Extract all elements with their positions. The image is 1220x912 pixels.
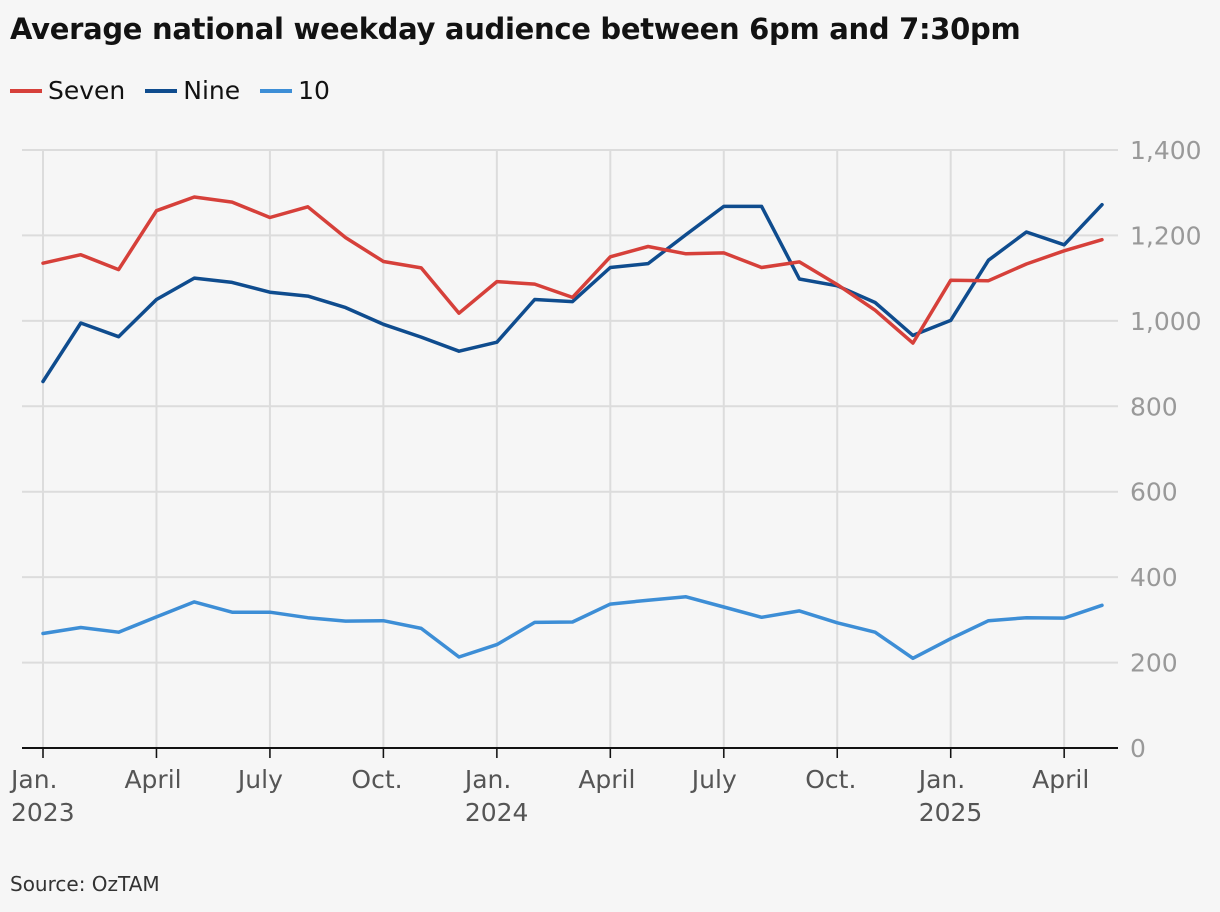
- source-note: Source: OzTAM: [10, 872, 160, 896]
- line-chart: 0 200 400 600 800 1,000 1,200 1,400 Jan. 2023 Apri…: [9, 136, 1202, 827]
- y-tick-label: 1,200: [1130, 221, 1202, 250]
- x-tick-label: Oct.: [351, 765, 402, 794]
- x-tick-label: Oct.: [805, 765, 856, 794]
- legend-swatch-seven: [10, 88, 42, 93]
- x-tick-year-label: 2025: [919, 798, 983, 827]
- legend-label-nine: Nine: [183, 76, 241, 105]
- y-tick-label: 800: [1130, 392, 1178, 421]
- legend-item-10: 10: [260, 76, 330, 105]
- x-tick-label: April: [1032, 765, 1089, 794]
- y-tick-label: 200: [1130, 649, 1178, 678]
- x-tick-label: April: [578, 765, 635, 794]
- x-tick-label: July: [236, 765, 283, 794]
- legend-label-seven: Seven: [48, 76, 126, 105]
- x-tick-label: Jan.: [917, 765, 965, 794]
- y-tick-label: 400: [1130, 563, 1178, 592]
- x-tick-label: July: [690, 765, 737, 794]
- x-tick-year-label: 2024: [465, 798, 529, 827]
- legend-swatch-10: [260, 88, 293, 93]
- y-tick-label: 600: [1130, 478, 1178, 507]
- y-tick-label: 0: [1130, 734, 1146, 763]
- y-tick-label: 1,000: [1130, 307, 1202, 336]
- series-layer: [41, 195, 1104, 661]
- y-tick-label: 1,400: [1130, 136, 1202, 165]
- x-tick-label: Jan.: [9, 765, 57, 794]
- legend-item-seven: Seven: [10, 76, 125, 105]
- axis-layer: 0 200 400 600 800 1,000 1,200 1,400 Jan. 2023 Apri…: [9, 136, 1202, 827]
- chart-title: Average national weekday audience betwee…: [10, 12, 1021, 46]
- legend-item-nine: Nine: [145, 76, 240, 105]
- legend: Seven Nine 10: [10, 76, 350, 105]
- x-tick-label: April: [124, 765, 181, 794]
- grid-layer: [22, 149, 1118, 758]
- x-tick-label: Jan.: [463, 765, 511, 794]
- x-tick-year-label: 2023: [11, 798, 75, 827]
- series-line-seven: [41, 195, 1104, 345]
- legend-swatch-nine: [145, 88, 178, 93]
- series-line-nine: [41, 202, 1104, 384]
- legend-label-10: 10: [298, 76, 330, 105]
- series-line-10: [41, 595, 1104, 661]
